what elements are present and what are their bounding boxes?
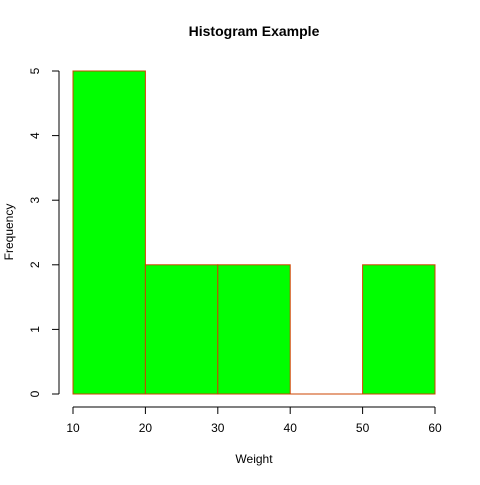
y-tick-label: 0: [28, 390, 42, 397]
bars-layer: [72, 70, 436, 395]
y-tick-label: 4: [28, 132, 42, 139]
y-tick-label: 3: [28, 197, 42, 204]
y-axis-label: Frequency: [2, 204, 16, 261]
x-axis: 10 20 30 40 50 60: [66, 406, 442, 435]
histogram-bar: [72, 70, 146, 395]
x-tick-label: 10: [66, 421, 80, 435]
chart-title: Histogram Example: [189, 23, 320, 39]
x-tick-label: 50: [356, 421, 370, 435]
x-tick-label: 60: [428, 421, 442, 435]
histogram-bar: [362, 264, 436, 395]
histogram-bar: [217, 264, 291, 395]
histogram-bar: [144, 264, 219, 395]
y-tick-label: 2: [28, 261, 42, 268]
y-tick-label: 1: [28, 326, 42, 333]
x-axis-label: Weight: [235, 452, 273, 466]
x-tick-label: 40: [284, 421, 298, 435]
y-tick-label: 5: [28, 67, 42, 74]
x-tick-label: 30: [211, 421, 225, 435]
y-axis: 0 1 2 3 4 5: [28, 67, 60, 397]
x-tick-label: 20: [139, 421, 153, 435]
